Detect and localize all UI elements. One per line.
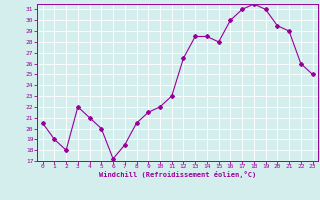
X-axis label: Windchill (Refroidissement éolien,°C): Windchill (Refroidissement éolien,°C) [99,171,256,178]
